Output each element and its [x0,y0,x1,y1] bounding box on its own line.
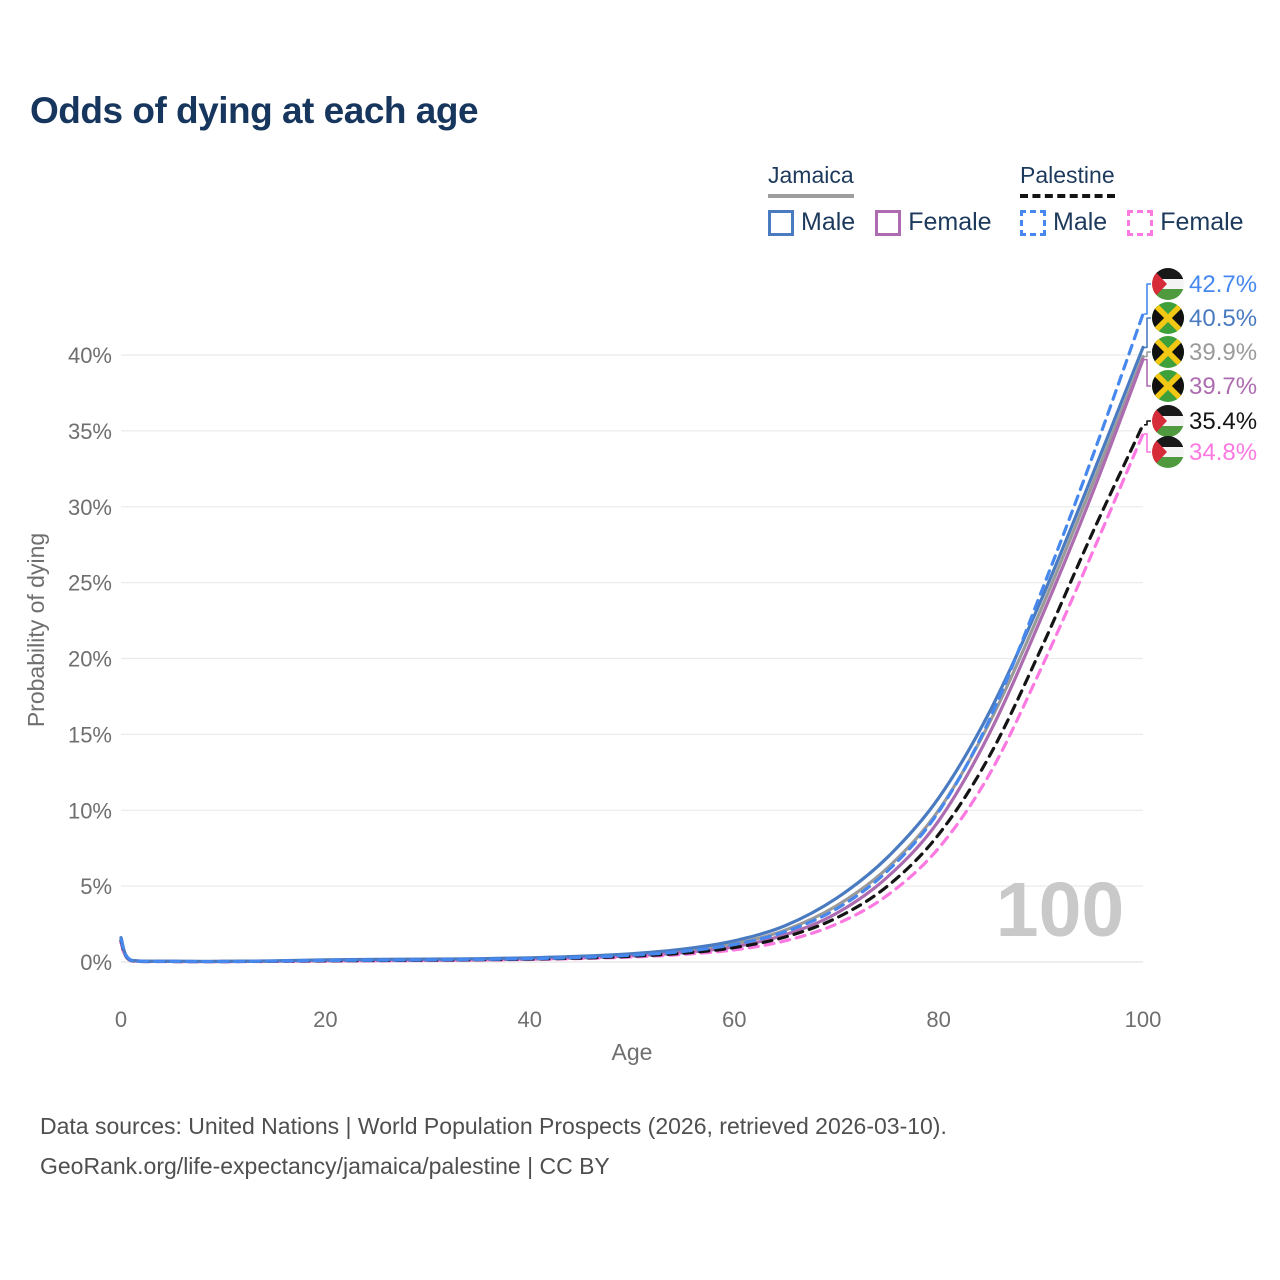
legend-group-header-jamaica[interactable]: Jamaica [768,162,854,198]
legend-item-jamaica-female[interactable]: Female [875,208,992,237]
palestine-flag-icon [1152,405,1184,437]
y-tick-label: 5% [80,874,112,899]
y-tick-label: 35% [68,419,112,444]
footer-url-line: GeoRank.org/life-expectancy/jamaica/pale… [40,1153,610,1179]
y-axis-title: Probability of dying [23,533,49,727]
x-tick-label: 20 [313,1007,337,1032]
series-line-palestine-male[interactable] [119,312,1145,964]
x-axis-title: Age [612,1039,653,1065]
legend-item-palestine-female[interactable]: Female [1127,208,1244,237]
label-connector [1144,283,1151,315]
end-value-label-jamaica-male: 40.5% [1189,305,1257,332]
legend-swatch-jamaica-female [875,209,902,236]
footer-sources-line: Data sources: United Nations | World Pop… [40,1113,947,1139]
label-connector [1144,317,1151,349]
x-tick-label: 80 [926,1007,950,1032]
legend: Jamaica Male Female Palestine Male Female [768,162,1268,246]
label-connector [1144,433,1151,453]
annotations-group: 42.7% 40.5% 39.9% 39.7% 35.4% 34.8% [1144,268,1257,468]
legend-swatch-palestine-male [1020,209,1046,236]
end-value-label-jamaica-both-sexes: 39.9% [1189,339,1257,366]
x-tick-label: 0 [115,1007,127,1032]
y-tick-label: 25% [68,571,112,596]
legend-item-label: Male [1053,208,1108,236]
gridlines-group: 0% 5% 10% 15% 20% 25% 30% 35% 40% 0 20 40 60 80 100 [68,343,1161,1032]
y-tick-label: 40% [68,343,112,368]
x-tick-label: 100 [1125,1007,1162,1032]
legend-group-palestine: Palestine Male Female [1020,162,1264,237]
jamaica-flag-icon [1150,368,1186,404]
legend-item-palestine-male[interactable]: Male [1020,208,1107,237]
legend-item-label: Female [908,208,992,236]
legend-group-header-palestine[interactable]: Palestine [1020,162,1115,198]
y-tick-label: 20% [68,647,112,672]
age-watermark: 100 [995,867,1125,953]
y-tick-label: 0% [80,950,112,975]
y-tick-label: 15% [68,722,112,747]
legend-swatch-palestine-female [1127,209,1154,236]
legend-group-jamaica: Jamaica Male Female [768,162,1012,237]
legend-item-jamaica-male[interactable]: Male [768,208,855,237]
legend-swatch-jamaica-male [768,209,794,236]
legend-item-label: Male [801,208,856,236]
y-tick-label: 30% [68,495,112,520]
label-connector [1144,351,1151,358]
x-tick-label: 60 [722,1007,746,1032]
x-tick-label: 40 [518,1007,542,1032]
legend-row: Male Female [768,208,1012,237]
legend-item-label: Female [1160,208,1244,236]
y-tick-label: 10% [68,798,112,823]
palestine-flag-icon [1152,436,1184,468]
end-value-label-jamaica-female: 39.7% [1189,373,1257,400]
label-connector [1144,420,1151,426]
footer: Data sources: United Nations | World Pop… [40,1106,1240,1186]
end-value-label-palestine-female: 34.8% [1189,439,1257,466]
series-group [119,312,1145,964]
page-title: Odds of dying at each age [30,90,479,131]
legend-row: Male Female [1020,208,1264,237]
palestine-flag-icon [1152,268,1184,300]
label-connector [1144,358,1151,387]
jamaica-flag-icon [1150,300,1186,336]
end-value-label-palestine-both-sexes: 35.4% [1189,408,1257,435]
jamaica-flag-icon [1150,334,1186,370]
end-value-label-palestine-male: 42.7% [1189,271,1257,298]
